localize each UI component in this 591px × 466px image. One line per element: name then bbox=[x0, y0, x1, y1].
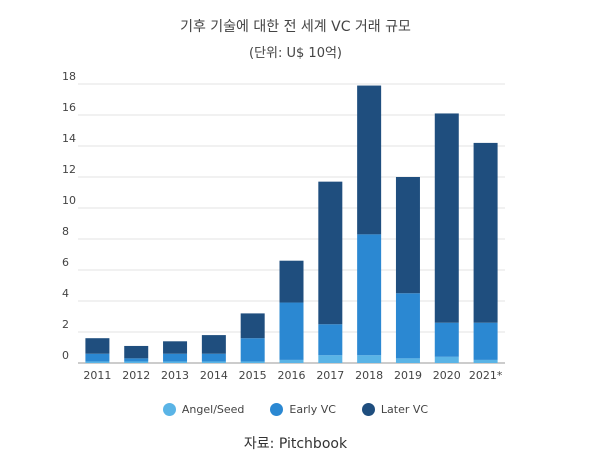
x-tick-label: 2019 bbox=[394, 369, 422, 382]
bar-group bbox=[85, 85, 498, 363]
bar-segment[interactable] bbox=[357, 355, 382, 363]
x-tick-label: 2020 bbox=[433, 369, 461, 382]
legend-label-angel-seed: Angel/Seed bbox=[181, 403, 245, 416]
chart-title: 기후 기술에 대한 전 세계 VC 거래 규모 bbox=[180, 19, 411, 35]
x-tick-label: 2018 bbox=[355, 369, 383, 382]
bar-segment[interactable] bbox=[434, 322, 459, 357]
bar-segment[interactable] bbox=[85, 338, 110, 354]
bar-segment[interactable] bbox=[473, 359, 498, 363]
legend-swatch-later-vc bbox=[361, 403, 375, 416]
bar-segment[interactable] bbox=[357, 234, 382, 356]
y-tick-label: 10 bbox=[62, 194, 76, 207]
bar-segment[interactable] bbox=[395, 177, 420, 294]
y-tick-label: 14 bbox=[62, 132, 76, 145]
y-tick-label: 12 bbox=[62, 163, 76, 176]
bar-segment[interactable] bbox=[395, 293, 420, 359]
bar-segment[interactable] bbox=[395, 358, 420, 363]
x-tick-label: 2016 bbox=[278, 369, 306, 382]
bar-segment[interactable] bbox=[240, 338, 265, 362]
x-axis-ticks: 2011 2012 2013 2014 2015 2016 2017 2018 2019 2020… bbox=[83, 369, 502, 382]
bar-segment[interactable] bbox=[279, 260, 304, 303]
bar-segment[interactable] bbox=[201, 361, 226, 363]
x-tick-label: 2021* bbox=[469, 369, 503, 382]
bar-segment[interactable] bbox=[434, 113, 459, 323]
y-axis-ticks: 0 2 4 6 8 10 12 14 16 18 bbox=[62, 70, 76, 362]
legend-item-early-vc[interactable]: Early VC bbox=[270, 403, 336, 416]
x-tick-label: 2011 bbox=[83, 369, 111, 382]
legend-label-later-vc: Later VC bbox=[380, 403, 429, 416]
bar-segment[interactable] bbox=[357, 85, 382, 235]
stacked-bar-chart: 0 2 4 6 8 10 12 14 16 18 2011 2012 2013 2014 2015 2016… bbox=[62, 70, 505, 382]
legend-item-angel-seed[interactable]: Angel/Seed bbox=[162, 403, 245, 416]
bar-segment[interactable] bbox=[163, 353, 188, 362]
bar-segment[interactable] bbox=[279, 359, 304, 363]
x-tick-label: 2013 bbox=[161, 369, 189, 382]
y-tick-label: 0 bbox=[62, 349, 69, 362]
legend-item-later-vc[interactable]: Later VC bbox=[361, 403, 429, 416]
bar-segment[interactable] bbox=[318, 181, 343, 325]
bar-segment[interactable] bbox=[163, 341, 188, 354]
bar-segment[interactable] bbox=[240, 361, 265, 363]
grid-lines bbox=[78, 83, 505, 364]
bar-segment[interactable] bbox=[124, 345, 149, 359]
y-tick-label: 8 bbox=[62, 225, 69, 238]
chart-source: 자료: Pitchbook bbox=[243, 436, 348, 452]
y-tick-label: 16 bbox=[62, 101, 76, 114]
legend-swatch-early-vc bbox=[270, 403, 284, 416]
bar-segment[interactable] bbox=[85, 361, 110, 363]
bar-segment[interactable] bbox=[163, 361, 188, 363]
bar-segment[interactable] bbox=[124, 361, 149, 363]
y-tick-label: 2 bbox=[62, 318, 69, 331]
x-tick-label: 2012 bbox=[122, 369, 150, 382]
bar-segment[interactable] bbox=[85, 353, 110, 362]
bar-segment[interactable] bbox=[279, 302, 304, 360]
bar-segment[interactable] bbox=[473, 142, 498, 323]
x-tick-label: 2015 bbox=[239, 369, 267, 382]
bar-segment[interactable] bbox=[318, 355, 343, 363]
bar-segment[interactable] bbox=[201, 335, 226, 354]
y-tick-label: 6 bbox=[62, 256, 69, 269]
bar-segment[interactable] bbox=[124, 358, 149, 362]
y-tick-label: 4 bbox=[62, 287, 69, 300]
chart-legend: Angel/Seed Early VC Later VC bbox=[0, 403, 591, 416]
bar-segment[interactable] bbox=[201, 353, 226, 362]
bar-segment[interactable] bbox=[240, 313, 265, 339]
bar-segment[interactable] bbox=[318, 324, 343, 356]
x-tick-label: 2014 bbox=[200, 369, 228, 382]
chart-subtitle: (단위: U$ 10억) bbox=[249, 46, 342, 61]
y-tick-label: 18 bbox=[62, 70, 76, 83]
legend-swatch-angel-seed bbox=[162, 403, 176, 416]
legend-label-early-vc: Early VC bbox=[289, 403, 336, 416]
x-tick-label: 2017 bbox=[316, 369, 344, 382]
bar-segment[interactable] bbox=[473, 322, 498, 360]
bar-segment[interactable] bbox=[434, 356, 459, 363]
